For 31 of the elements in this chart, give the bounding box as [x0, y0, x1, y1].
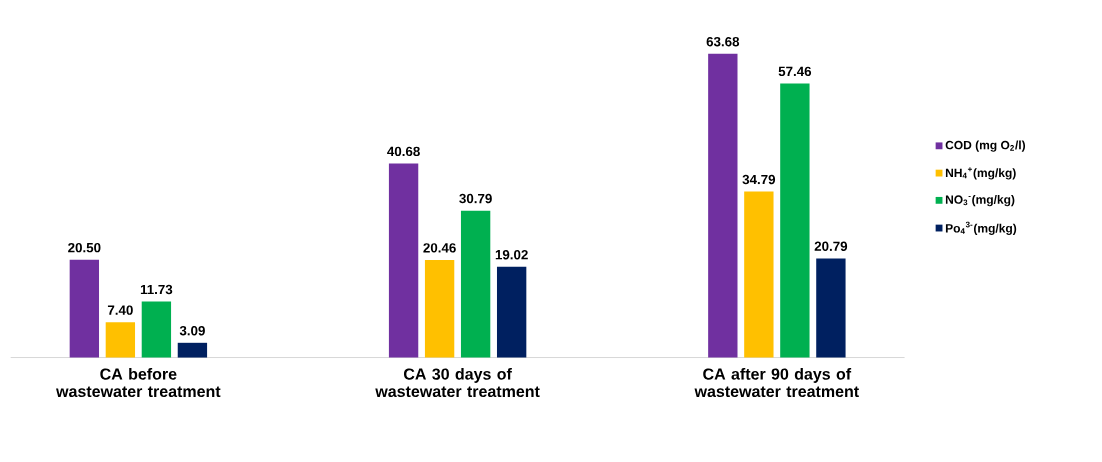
bar — [141, 301, 172, 358]
data-label: 11.73 — [140, 284, 173, 295]
legend-label: COD (mg O$_{2}$/l) — [945, 140, 1026, 152]
data-label: 20.79 — [814, 241, 848, 252]
data-label: 63.68 — [706, 37, 740, 47]
bar — [460, 210, 491, 358]
legend-label: NO$_{3}$$^{-}$(mg/kg) — [945, 195, 1015, 207]
x-tick-label: CA after 90 days of wastewater treatment — [694, 368, 859, 398]
bar — [708, 53, 738, 358]
bar — [177, 342, 208, 358]
bar — [69, 259, 100, 358]
x-tick-label: CA before wastewater treatment — [56, 368, 221, 398]
bar — [780, 83, 810, 358]
x-tick-label: CA 30 days of wastewater treatment — [375, 368, 540, 398]
data-label: 20.50 — [68, 243, 101, 253]
data-label: 19.02 — [495, 250, 528, 260]
data-label: 7.40 — [107, 305, 133, 316]
data-label: 20.46 — [423, 243, 456, 253]
data-label: 34.79 — [742, 174, 776, 185]
bar — [424, 260, 455, 358]
legend-label: NH$_{4}$$^{+}$(mg/kg) — [945, 167, 1016, 180]
bar — [105, 322, 136, 358]
data-label: 30.79 — [459, 194, 492, 204]
legend-label: Po$_{4}$$^{3-}$(mg/kg) — [945, 221, 1017, 236]
data-label: 3.09 — [179, 326, 205, 336]
data-label: 57.46 — [778, 66, 812, 77]
bar — [816, 258, 846, 358]
data-label: 40.68 — [387, 146, 420, 157]
bar — [744, 191, 774, 358]
bar — [388, 163, 419, 358]
bar — [496, 267, 527, 358]
